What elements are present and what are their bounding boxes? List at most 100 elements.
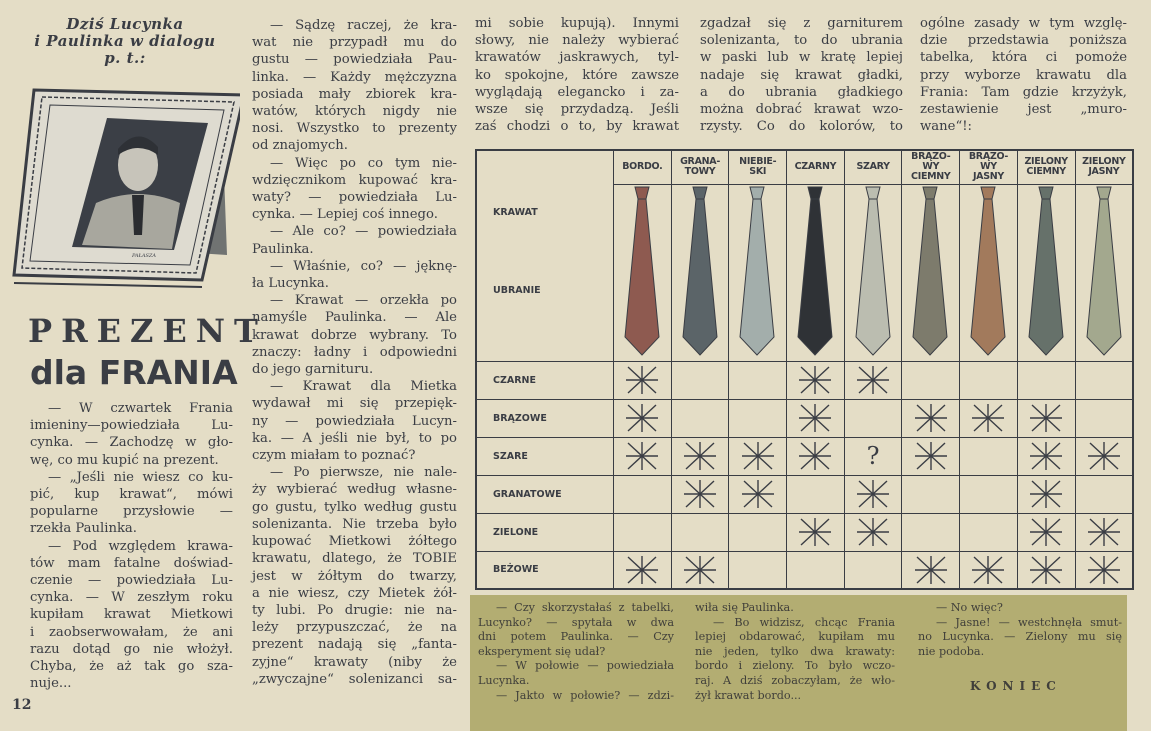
match-cell	[786, 436, 845, 476]
match-cell	[1016, 360, 1076, 400]
asterisk-mark-icon	[799, 366, 832, 394]
match-cell	[670, 436, 730, 476]
text-line: ła Lucynka.	[252, 276, 329, 292]
text-line: — Pod względem krawa-	[48, 538, 233, 554]
text-line: ty lubi. Po drugie: nie na-	[252, 602, 457, 618]
match-cell	[728, 360, 788, 400]
question-mark: ?	[866, 442, 880, 470]
match-cell	[670, 360, 730, 400]
text-line: dzie przedstawia poniższa	[920, 33, 1127, 49]
match-cell	[728, 512, 788, 552]
match-cell	[1074, 512, 1134, 552]
match-cell	[786, 512, 845, 552]
match-cell	[613, 360, 672, 400]
tie-icon	[624, 186, 660, 356]
text-line: pić, kup krawat“, mówi	[30, 487, 233, 503]
text-line: krawat dobrze wybrany. To	[252, 327, 457, 343]
tie-color-header: ZIELONY CIEMNY	[1016, 149, 1076, 185]
match-cell	[843, 474, 903, 514]
text-line: waty? — powiedziała Lu-	[252, 190, 457, 206]
tie-suit-matching-table: KRAWAT UBRANIE BORDO. GRANA- TOWY NIEBIE- SKI C…	[475, 149, 1135, 590]
tie-color-label: BORDO.	[622, 161, 663, 173]
match-cell	[901, 360, 961, 400]
match-cell	[613, 512, 672, 552]
text-line: ka. — A jeśli nie był, to po	[252, 430, 457, 446]
text-line: — „Jeśli nie wiesz co ku-	[48, 469, 233, 485]
text-line: — Jakto w połowie? — zdzi-	[496, 688, 674, 702]
suit-row: SZARE?	[475, 436, 1134, 476]
text-line: w paski lub w kratę lepiej	[700, 50, 903, 66]
tie-color-label: JASNY	[972, 171, 1004, 183]
match-cell	[959, 360, 1018, 400]
match-cell	[670, 398, 730, 438]
asterisk-mark-icon	[1087, 518, 1120, 546]
match-cell	[728, 550, 788, 590]
row-header-cell: KRAWAT UBRANIE	[475, 149, 614, 362]
tie-color-header: SZARY	[843, 149, 903, 185]
tie-color-label: GRANA-	[680, 156, 720, 168]
text-line: tów mam fatalne doświad-	[30, 555, 233, 571]
text-line: a do ubrania gładkiego	[700, 84, 903, 100]
text-line: dni potem Paulinka. — Czy	[478, 630, 674, 644]
asterisk-mark-icon	[972, 404, 1005, 432]
match-cell	[901, 550, 961, 590]
text-line: — W czwartek Frania	[48, 401, 233, 416]
text-line: — Ale co? — powiedziała	[270, 224, 457, 240]
match-cell	[901, 512, 961, 552]
text-line: Chyba, że aż tak go sza-	[30, 659, 233, 675]
tie-cell	[1016, 183, 1076, 362]
article-kicker: Dziś Lucynka i Paulinka w dialogu p. t.:	[10, 16, 240, 67]
tie-color-label: WY	[922, 161, 940, 173]
match-cell	[1016, 398, 1076, 438]
match-cell	[1074, 474, 1134, 514]
text-line: zaś chodzi o to, by krawat	[475, 119, 679, 135]
text-line: cynka. — W zeszłym roku	[30, 590, 233, 606]
text-line: kupować Mietkowi żółtego	[252, 534, 457, 550]
kicker-line: i Paulinka w dialogu	[34, 32, 216, 50]
article-title-line1: PREZENT	[28, 312, 267, 350]
text-line: nadaje się krawat gładki,	[700, 67, 903, 83]
asterisk-mark-icon	[741, 442, 774, 470]
text-column-1: — W czwartek Frania imieniny—powiedziała …	[30, 400, 233, 692]
tie-icon	[1085, 186, 1122, 356]
match-cell	[1016, 550, 1076, 590]
text-line: bordo i zielony. To było wczo-	[695, 659, 895, 673]
text-line: — Czy skorzystałaś z tabelki,	[496, 601, 674, 614]
text-line: nosi. Wszystko to prezenty	[252, 121, 457, 137]
text-line: nie podoba.	[918, 644, 985, 658]
text-line: przy wyborze krawatu dla	[920, 67, 1127, 83]
text-line: znaczy: ładny i odpowiedni	[252, 344, 457, 360]
asterisk-mark-icon	[684, 442, 717, 470]
text-line: nuje...	[30, 676, 72, 692]
asterisk-mark-icon	[914, 555, 947, 584]
asterisk-mark-icon	[914, 404, 947, 432]
text-line: mi sobie kupują). Innymi	[475, 16, 679, 31]
tie-cell	[670, 183, 730, 362]
text-line: nie jeden, tylko dwa krawaty:	[695, 644, 895, 658]
asterisk-mark-icon	[1030, 442, 1063, 470]
tie-color-label: SZARY	[856, 161, 890, 173]
match-cell	[959, 512, 1018, 552]
text-line: krawatów jaskrawych, tyl-	[475, 50, 679, 66]
text-line: imieniny—powiedziała Lu-	[30, 418, 233, 434]
match-cell	[1074, 550, 1134, 590]
match-cell	[786, 360, 845, 400]
match-cell	[728, 474, 788, 514]
match-cell	[786, 550, 845, 590]
asterisk-mark-icon	[741, 480, 774, 508]
text-line: wydawał mi się przepięk-	[252, 396, 457, 412]
match-cell	[901, 474, 961, 514]
asterisk-mark-icon	[1030, 518, 1063, 546]
match-cell	[1074, 360, 1134, 400]
match-cell	[613, 436, 672, 476]
tie-color-header: BRĄZO- WY CIEMNY	[901, 149, 961, 185]
suit-row: GRANATOWE	[475, 474, 1134, 514]
asterisk-mark-icon	[626, 555, 659, 584]
text-line: eksperyment się udał?	[478, 644, 606, 658]
text-line: — W połowie — powiedziała	[496, 659, 674, 673]
text-line: — Więc po co tym nie-	[270, 155, 457, 171]
match-cell	[843, 550, 903, 590]
text-line: czenie — powiedziała Lu-	[30, 573, 233, 589]
text-line: zyjne“ krawaty (niby że	[252, 654, 457, 670]
match-cell	[959, 474, 1018, 514]
